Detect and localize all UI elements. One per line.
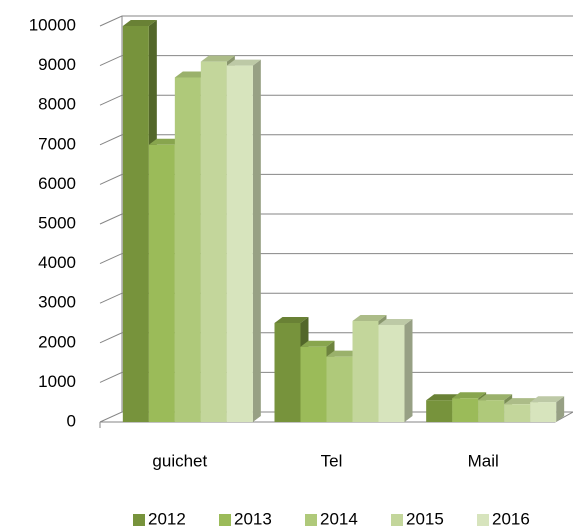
y-tick-label: 2000: [38, 332, 76, 351]
grid-line: [99, 15, 573, 27]
bar-top: [378, 318, 413, 325]
y-tick-label: 7000: [38, 134, 76, 153]
grid-line: [99, 55, 573, 67]
bar: [174, 77, 201, 422]
bar-group: [378, 318, 413, 422]
y-tick-label: 3000: [38, 293, 76, 312]
x-tick-label: Mail: [468, 451, 499, 470]
grid-line: [99, 94, 573, 106]
bar-top: [274, 317, 309, 323]
legend-label: 2015: [406, 509, 444, 528]
bar-top: [226, 59, 261, 66]
y-tick-label: 10000: [29, 15, 76, 34]
bar-top: [504, 398, 539, 405]
legend-swatch: [133, 514, 145, 526]
bar-top: [426, 394, 461, 401]
bar-top: [148, 138, 183, 145]
bar: [148, 144, 175, 423]
y-tick-label: 9000: [38, 55, 76, 74]
y-tick-label: 4000: [38, 253, 76, 272]
bar-group: [226, 59, 261, 422]
bar-top: [300, 340, 335, 347]
y-tick-label: 6000: [38, 174, 76, 193]
legend-label: 2014: [320, 509, 358, 528]
bar-top: [200, 55, 235, 62]
bar-top: [326, 350, 361, 357]
bar: [300, 346, 327, 422]
bar-side: [252, 59, 261, 422]
legend-swatch: [477, 514, 489, 526]
bar-side: [556, 396, 565, 422]
bar: [452, 398, 479, 422]
legend-swatch: [305, 514, 317, 526]
bar: [530, 402, 557, 422]
legend-swatch: [391, 514, 403, 526]
bar: [226, 65, 253, 422]
bar-side: [404, 318, 413, 422]
bar-top: [352, 315, 387, 322]
bar: [326, 356, 353, 422]
legend-swatch: [219, 514, 231, 526]
bar-top: [478, 394, 513, 401]
bar-top: [452, 392, 487, 399]
y-tick-label: 8000: [38, 95, 76, 114]
bar: [378, 324, 405, 422]
legend-label: 2013: [234, 509, 272, 528]
bar-top: [122, 20, 157, 26]
x-tick-label: guichet: [152, 451, 207, 470]
y-tick-label: 0: [67, 411, 76, 430]
bar: [504, 404, 531, 422]
bar-group: [478, 394, 513, 422]
bar-group: [530, 396, 565, 422]
bar-top: [530, 396, 565, 403]
bar-top: [174, 71, 209, 78]
bar: [274, 323, 301, 422]
y-tick-label: 1000: [38, 372, 76, 391]
bar: [122, 26, 149, 422]
x-tick-label: Tel: [321, 451, 343, 470]
bar: [478, 400, 505, 422]
y-tick-label: 5000: [38, 213, 76, 232]
legend-label: 2016: [492, 509, 530, 528]
legend-label: 2012: [148, 509, 186, 528]
bar: [426, 400, 453, 422]
bar: [352, 321, 379, 422]
bar: [200, 61, 227, 422]
